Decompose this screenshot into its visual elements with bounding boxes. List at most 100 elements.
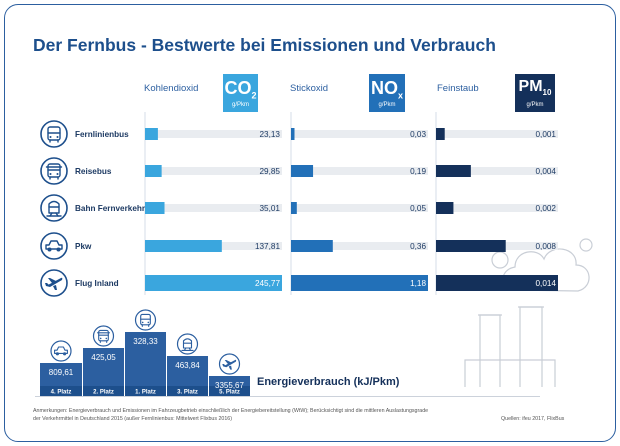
value-label-pm: 0,014 [536, 279, 557, 288]
value-label-pm: 0,008 [536, 242, 557, 251]
bus-icon [140, 313, 151, 327]
page-title: Der Fernbus - Bestwerte bei Emissionen u… [33, 35, 496, 55]
pm-formula-sub: 10 [542, 88, 552, 98]
energy-bar-group: 3. Platz 463,84 [167, 333, 208, 396]
bar-nox [291, 128, 295, 140]
value-label-co2: 137,81 [255, 242, 280, 251]
energy-bar-base [209, 386, 250, 396]
energy-value-label: 328,33 [133, 337, 158, 346]
factory-building [464, 359, 556, 387]
smoke-cloud [502, 248, 590, 292]
co2-header-name: Kohlendioxid [144, 83, 199, 94]
value-label-nox: 0,05 [410, 204, 426, 213]
vehicle-icon-badge [40, 194, 68, 222]
bar-co2 [145, 240, 222, 252]
nox-formula: NOx [369, 78, 405, 101]
emissions-chart: Fernlinienbus 23,13 0,03 0,001 Reisebus 29,85… [40, 120, 558, 297]
bus-icon [47, 126, 61, 143]
energy-place-label: 4. Platz [51, 390, 72, 396]
smoke-puff [579, 238, 593, 252]
category-label: Bahn Fernverkehr [75, 204, 146, 213]
bar-track [436, 167, 558, 175]
energy-place-label: 1. Platz [135, 390, 156, 396]
energy-value-label: 425,05 [91, 353, 116, 362]
energy-chart: 4. Platz 809,61 2. Platz 425,05 1. Platz 328,… [35, 309, 540, 397]
pm-header-name: Feinstaub [437, 83, 479, 94]
bar-pm [436, 202, 454, 214]
energy-value-label: 3355,67 [215, 381, 244, 390]
train-icon [46, 200, 62, 217]
co2-formula: CO2 [223, 78, 258, 101]
value-label-nox: 0,36 [410, 242, 426, 251]
bar-track [291, 204, 428, 212]
nox-formula-text: NO [370, 78, 398, 98]
bar-track [145, 204, 282, 212]
car-icon [45, 240, 63, 252]
category-label: Reisebus [75, 167, 112, 176]
energy-place-label: 5. Platz [219, 390, 240, 396]
energy-icon-badge [218, 353, 241, 375]
bar-track [291, 130, 428, 138]
bar-track [291, 242, 428, 250]
bar-nox [291, 275, 428, 291]
co2-formula-box: CO2 g/Pkm [223, 74, 258, 112]
co2-formula-sub: 2 [251, 90, 257, 101]
value-label-co2: 35,01 [260, 204, 281, 213]
coach-icon [96, 329, 111, 343]
vehicle-icon-badge [40, 232, 68, 260]
bar-nox [291, 202, 297, 214]
pm-formula: PM10 [515, 78, 555, 97]
bar-pm [436, 128, 445, 140]
coach-icon [45, 163, 63, 180]
energy-bar [125, 332, 166, 396]
energy-place-label: 3. Platz [177, 390, 198, 396]
energy-bar-group: 4. Platz 809,61 [40, 340, 82, 396]
energy-bar-base [83, 386, 124, 396]
bar-nox [291, 165, 314, 177]
value-label-co2: 23,13 [260, 130, 281, 139]
energy-chart-title: Energieverbrauch (kJ/Pkm) [257, 376, 400, 388]
value-label-nox: 1,18 [410, 279, 426, 288]
bar-co2 [145, 275, 282, 291]
value-label-nox: 0,03 [410, 130, 426, 139]
bar-track [145, 130, 282, 138]
bar-track [145, 167, 282, 175]
plane-icon [222, 359, 237, 370]
energy-place-label: 2. Platz [93, 390, 114, 396]
value-label-pm: 0,002 [536, 204, 557, 213]
vehicle-icon-badge [40, 269, 68, 297]
nox-formula-sub: x [397, 90, 403, 101]
value-label-nox: 0,19 [410, 167, 426, 176]
bar-co2 [145, 165, 162, 177]
co2-unit: g/Pkm [231, 102, 249, 108]
nox-unit: g/Pkm [378, 102, 396, 108]
nox-header-name: Stickoxid [290, 83, 329, 94]
energy-icon-badge [92, 325, 115, 347]
energy-bar-base [40, 386, 82, 396]
vehicle-icon-badge [40, 157, 68, 185]
energy-bar-group: 2. Platz 425,05 [83, 325, 124, 396]
bar-track [436, 204, 558, 212]
energy-value-label: 809,61 [49, 368, 74, 377]
bar-track [291, 167, 428, 175]
energy-icon-badge [50, 340, 72, 362]
bar-co2 [145, 202, 165, 214]
energy-bar-base [125, 386, 166, 396]
pm-unit: g/Pkm [526, 102, 544, 108]
footnote-line1: Anmerkungen: Energieverbrauch und Emissi… [33, 408, 429, 414]
value-label-co2: 245,77 [255, 279, 280, 288]
bar-pm [436, 240, 506, 252]
infographic-frame: Der Fernbus - Bestwerte bei Emissionen u… [4, 4, 616, 442]
energy-icon-badge [134, 309, 157, 331]
bar-pm [436, 165, 471, 177]
train-icon [181, 338, 194, 351]
value-label-pm: 0,004 [536, 167, 557, 176]
vehicle-icon-badge [40, 120, 68, 148]
category-label: Flug Inland [75, 279, 119, 288]
category-label: Fernlinienbus [75, 130, 129, 139]
footnote-source: Quellen: ifeu 2017, FlixBus [501, 416, 565, 422]
energy-bar-group: 1. Platz 328,33 [125, 309, 166, 396]
bar-track [436, 130, 558, 138]
energy-icon-badge [176, 333, 199, 355]
